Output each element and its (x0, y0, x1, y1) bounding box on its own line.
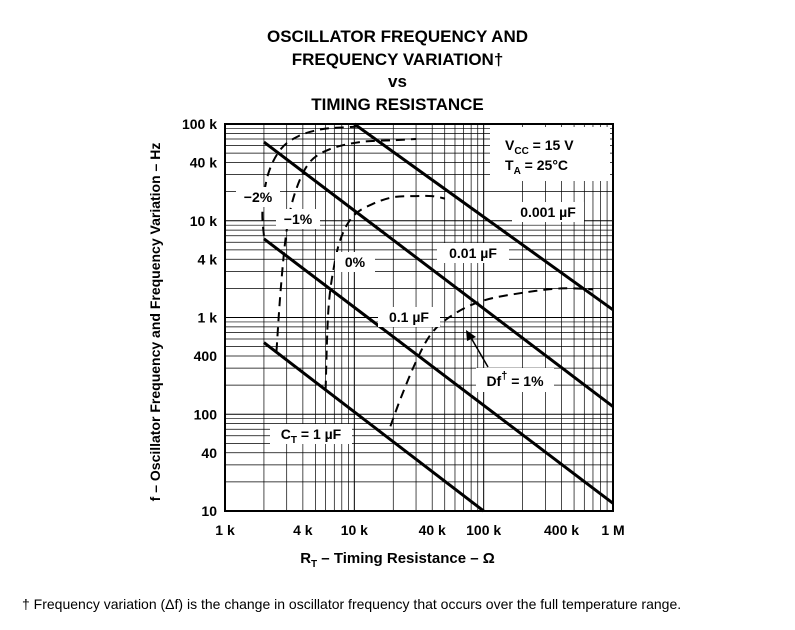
x-tick-label: 10 k (341, 522, 368, 538)
label-ct-1uf: CT = 1 µF (281, 426, 342, 446)
series-curve-5 (275, 138, 417, 352)
label-df-bg (476, 368, 554, 392)
x-axis-label: RT – Timing Resistance – Ω (0, 550, 795, 570)
condition-ta: TA = 25°C (505, 157, 568, 177)
label-minus2: −2% (244, 189, 273, 205)
label-minus1: −1% (284, 211, 313, 227)
series-line-0 (263, 341, 485, 513)
condition-vcc: VCC = 15 V (505, 137, 574, 157)
series-curve-7 (389, 287, 594, 427)
x-tick-label: 1 k (215, 522, 235, 538)
x-axis-label-main: R (300, 550, 312, 567)
x-tick-label: 1 M (601, 522, 624, 538)
label-df-1pct: Df† = 1% (486, 370, 544, 389)
conditions-bg (490, 127, 610, 181)
label-m1-bg (276, 209, 320, 229)
y-tick-label: 10 k (190, 213, 217, 229)
series-curve-4 (261, 125, 365, 236)
label-0-01uf: 0.01 µF (449, 245, 497, 261)
y-tick-label: 10 (201, 503, 217, 519)
y-tick-label: 100 k (182, 116, 217, 132)
y-tick-label: 40 k (190, 155, 217, 171)
y-tick-label: 100 (194, 406, 218, 422)
footnote: † Frequency variation (Δf) is the change… (22, 596, 682, 612)
x-tick-label: 400 k (544, 522, 579, 538)
x-axis-label-rest: – Timing Resistance – Ω (317, 550, 495, 567)
label-c01-bg (378, 307, 440, 327)
label-z0-bg (335, 252, 375, 272)
df-arrow-head (466, 330, 476, 341)
label-ct1-bg (270, 424, 352, 444)
y-tick-label: 40 (201, 445, 217, 461)
x-axis-label-sub: T (311, 559, 318, 570)
chart-title-line-1: OSCILLATOR FREQUENCY AND (267, 27, 528, 46)
chart-title-line-2: FREQUENCY VARIATION† (291, 50, 504, 69)
chart-title-line-3: vs (388, 72, 407, 91)
label-0-1uf: 0.1 µF (389, 309, 429, 325)
series-line-2 (263, 140, 614, 408)
series-line-3 (353, 122, 614, 312)
df-arrow-line (469, 335, 489, 368)
label-0-001uf: 0.001 µF (520, 204, 576, 220)
label-c001-bg (437, 243, 509, 263)
y-tick-label: 4 k (198, 251, 218, 267)
x-tick-label: 40 k (419, 522, 446, 538)
x-tick-label: 4 k (293, 522, 313, 538)
label-m2-bg (236, 187, 280, 207)
y-tick-label: 1 k (198, 310, 218, 326)
chart-title-line-4: TIMING RESISTANCE (311, 95, 484, 114)
x-tick-label: 100 k (466, 522, 501, 538)
plot-frame (224, 123, 614, 512)
y-tick-label: 400 (194, 348, 218, 364)
series-line-1 (263, 237, 614, 505)
label-zero: 0% (345, 254, 366, 270)
label-c0001-bg (512, 202, 584, 222)
y-axis-label: f – Oscillator Frequency and Frequency V… (147, 142, 163, 502)
